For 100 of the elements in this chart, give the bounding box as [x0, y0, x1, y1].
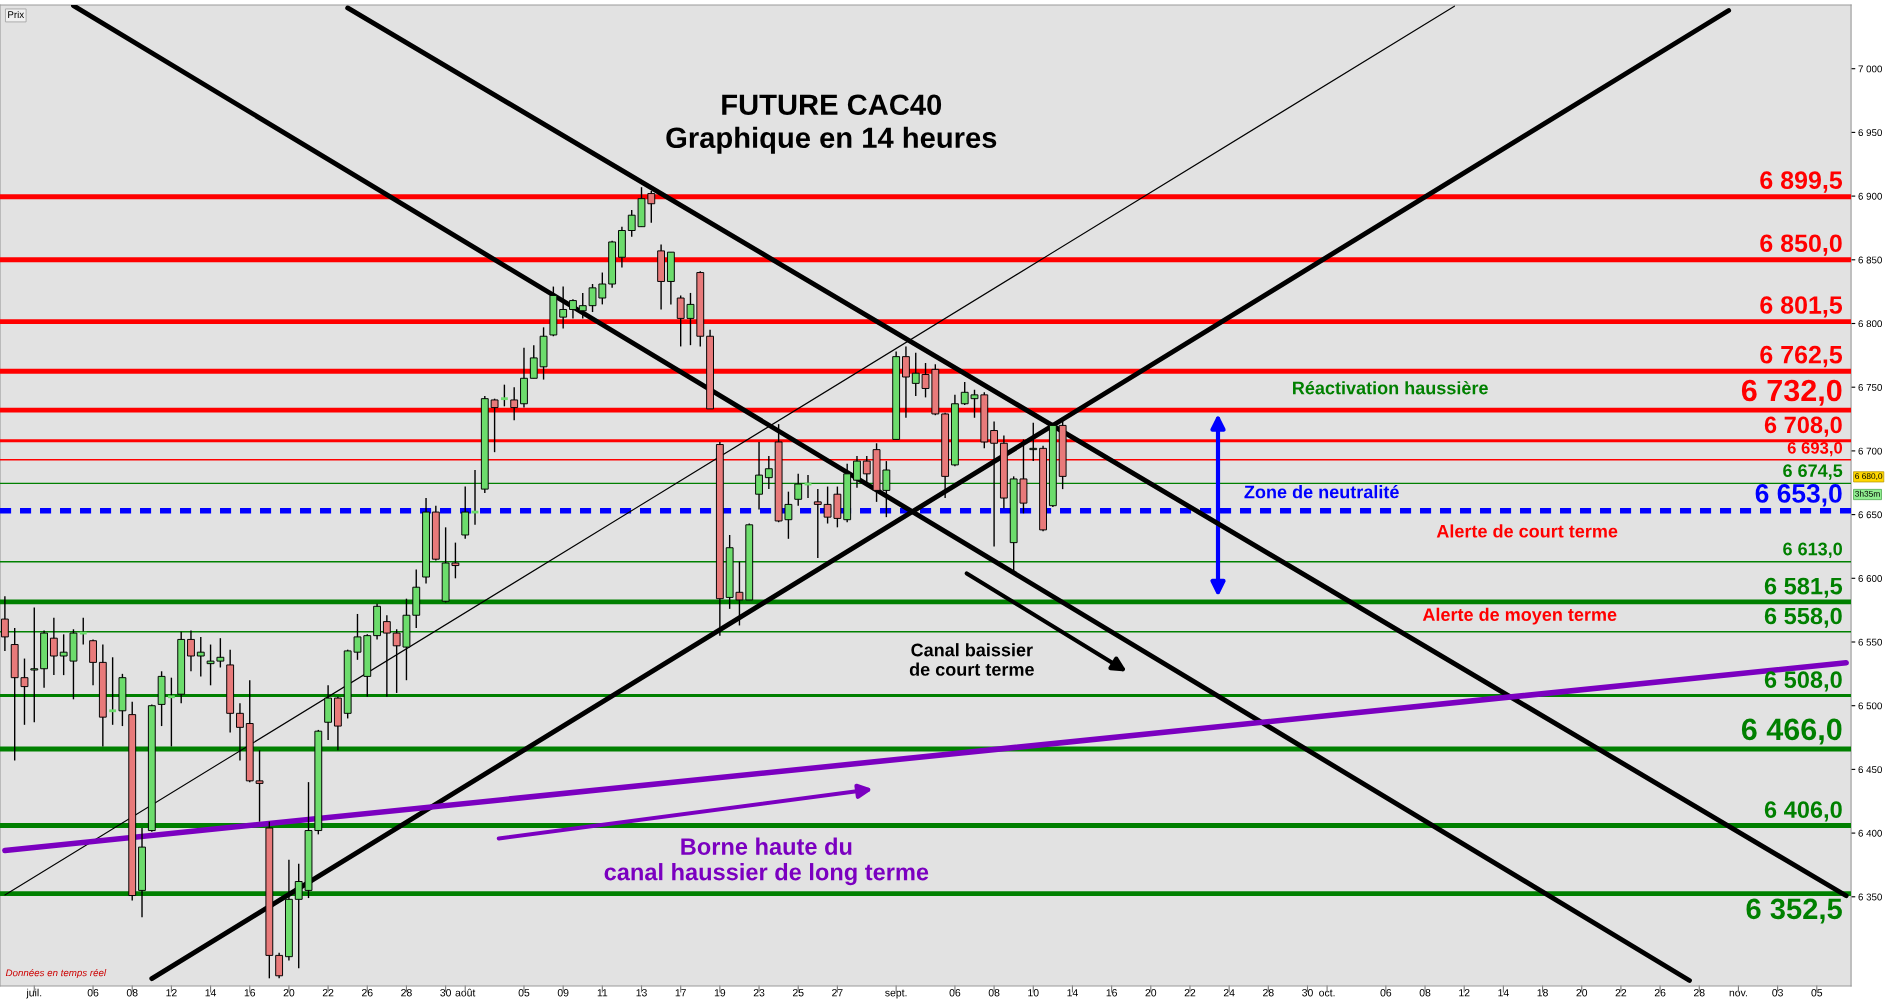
x-tick-label: 17: [675, 989, 686, 997]
x-tick-label: août: [455, 988, 476, 997]
candlestick: [275, 952, 284, 980]
x-tick-label: 18: [1537, 989, 1548, 997]
y-tick-label: 6 600: [1858, 575, 1882, 582]
x-tick-label: 30: [1302, 989, 1313, 997]
candlestick: [89, 638, 97, 687]
candlestick: [559, 285, 568, 330]
x-tick-label: 28: [1693, 989, 1705, 997]
y-tick-label: 6 900: [1858, 192, 1882, 200]
x-tick-label: oct.: [1319, 989, 1335, 997]
candlestick: [764, 455, 773, 490]
candlestick: [813, 488, 822, 559]
x-tick-label: 06: [949, 989, 961, 997]
x-tick-label: 05: [518, 989, 530, 997]
ref-line-label: 6 801,5: [1760, 296, 1843, 318]
text: 6 680,0: [1855, 473, 1883, 481]
ref-line-label: 6 581,5: [1764, 577, 1843, 598]
ref-line-label: 6 693,0: [1787, 441, 1843, 457]
candlestick: [187, 629, 195, 672]
x-tick-label: 19: [714, 989, 726, 997]
candlestick: [236, 702, 244, 762]
x-tick-label: 20: [283, 989, 295, 997]
y-tick-label: 6 950: [1858, 129, 1882, 137]
y-tick-label: 6 450: [1858, 766, 1882, 774]
x-tick-label: 24: [1223, 989, 1235, 997]
ref-line-label: 6 708,0: [1764, 416, 1842, 437]
candlestick: [990, 420, 999, 548]
x-tick-label: 11: [597, 989, 608, 997]
ref-line-label: 6 466,0: [1741, 718, 1842, 745]
y-tick-label: 6 700: [1858, 447, 1882, 455]
candlestick: [166, 676, 177, 748]
y-tick-label: 6 750: [1858, 383, 1882, 391]
x-tick-label: 06: [1380, 989, 1392, 997]
y-tick-label: 7 000: [1858, 65, 1882, 73]
x-tick-label: 23: [753, 989, 765, 997]
text: Graphique en 14 heures: [666, 126, 997, 154]
x-tick-label: 20: [1145, 989, 1157, 997]
y-tick-label: 6 800: [1858, 320, 1882, 328]
y-tick-label: 6 550: [1858, 638, 1882, 646]
x-tick-label: 28: [401, 989, 412, 997]
annotation: Alerte de court terme: [1436, 524, 1618, 538]
candlestick: [853, 455, 861, 489]
x-tick-label: 09: [557, 989, 569, 997]
x-tick-label: 20: [1576, 989, 1588, 997]
x-tick-label: 06: [87, 989, 99, 997]
text: 3h35m: [1855, 490, 1880, 497]
x-tick-label: 28: [1263, 989, 1274, 997]
x-tick-label: 14: [1067, 989, 1078, 997]
candlestick: [0, 595, 9, 652]
x-tick-label: 08: [126, 989, 138, 997]
x-tick-label: 30: [440, 989, 452, 997]
ref-line-label: 6 850,0: [1760, 234, 1842, 256]
annotation: Données en temps réel: [5, 968, 107, 979]
annotation: Alerte de moyen terme: [1422, 607, 1617, 625]
x-tick-label: 05: [1811, 989, 1823, 997]
x-tick-label: 03: [1772, 989, 1783, 997]
ref-line-label: 6 732,0: [1741, 379, 1842, 406]
ref-line-label: 6 762,5: [1760, 345, 1843, 368]
candlestick: [499, 383, 510, 408]
annotation: Réactivation haussière: [1293, 380, 1488, 395]
candlestick: [569, 298, 577, 320]
x-tick-label: 08: [988, 989, 1000, 997]
annotation: Canal baissier de court terme: [909, 643, 1034, 676]
candlestick: [107, 656, 118, 726]
ref-line-label: 6 613,0: [1783, 542, 1842, 559]
x-tick-label: 26: [362, 989, 373, 997]
x-tick-label: 12: [1459, 989, 1470, 997]
candlestick: [1029, 422, 1038, 462]
annotation: Prix: [8, 10, 25, 18]
ref-line-label: 6 508,0: [1764, 671, 1842, 692]
ref-line-label: 6 674,5: [1783, 464, 1843, 480]
x-tick-label: 14: [205, 989, 217, 997]
x-tick-label: 08: [1419, 989, 1431, 997]
ref-line-label: 6 899,5: [1760, 171, 1843, 193]
x-tick-label: 12: [166, 989, 177, 997]
ref-line-label: 6 352,5: [1746, 898, 1842, 924]
y-tick-label: 6 500: [1858, 702, 1882, 710]
y-tick-label: 6 400: [1858, 829, 1882, 837]
x-tick-label: 27: [832, 989, 843, 997]
y-tick-label: 6 850: [1858, 256, 1882, 264]
candlestick: [490, 397, 499, 453]
ref-line-label: 6 406,0: [1764, 801, 1842, 822]
x-tick-label: 22: [1615, 989, 1627, 997]
candlestick: [461, 485, 470, 540]
x-tick-label: juil.: [26, 988, 42, 999]
x-tick-label: nov.: [1729, 990, 1747, 997]
y-tick-label: 6 650: [1858, 511, 1882, 519]
x-tick-label: 25: [792, 989, 804, 997]
candlestick: [196, 636, 205, 678]
x-tick-label: 14: [1498, 989, 1509, 997]
x-tick-label: 16: [1106, 989, 1117, 997]
candlestick: [794, 473, 803, 507]
candlestick: [49, 617, 58, 676]
ref-line-label: 6 558,0: [1764, 607, 1842, 628]
text: FUTURE CAC40: [722, 94, 942, 116]
y-tick-label: 6 350: [1858, 893, 1882, 901]
candlestick: [755, 441, 763, 511]
candlestick: [30, 606, 39, 723]
candlestick: [902, 345, 910, 419]
